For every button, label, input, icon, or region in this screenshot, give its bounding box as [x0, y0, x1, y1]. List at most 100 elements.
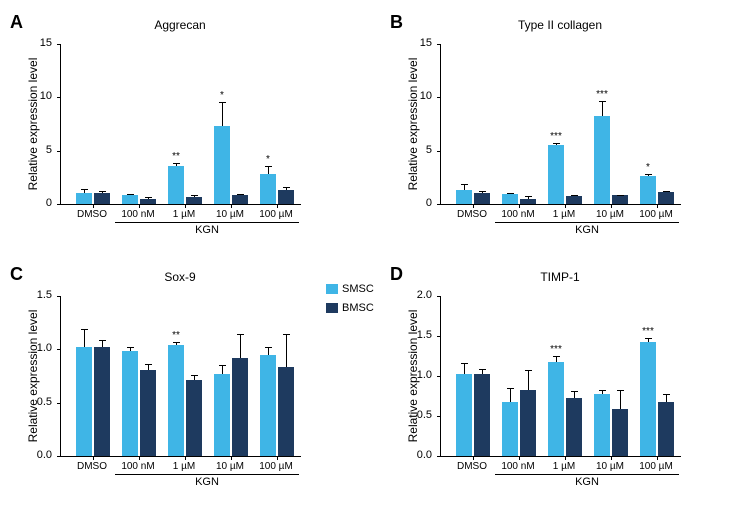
- errorbar-bmsc: [666, 394, 667, 401]
- bar-bmsc: [474, 374, 490, 456]
- x-tick-label: DMSO: [68, 461, 116, 472]
- x-tick: [231, 456, 232, 460]
- y-tick: [57, 44, 61, 45]
- errorbar-cap: [479, 369, 486, 370]
- bar-bmsc: [658, 192, 674, 204]
- legend-swatch: [326, 303, 338, 313]
- kgn-label: KGN: [501, 224, 673, 236]
- errorbar-smsc: [222, 365, 223, 374]
- errorbar-cap: [99, 340, 106, 341]
- x-tick-label: 10 µM: [206, 461, 254, 472]
- significance-marker: ***: [636, 326, 660, 337]
- x-tick: [611, 456, 612, 460]
- errorbar-smsc: [464, 363, 465, 374]
- bar-smsc: [76, 347, 92, 456]
- bar-bmsc: [94, 347, 110, 456]
- plot-area: ****: [60, 44, 301, 205]
- legend-item-bmsc: BMSC: [326, 299, 374, 317]
- bar-bmsc: [566, 398, 582, 456]
- significance-marker: ***: [590, 89, 614, 100]
- x-tick-label: DMSO: [448, 209, 496, 220]
- errorbar-cap: [507, 388, 514, 389]
- legend-swatch: [326, 284, 338, 294]
- bar-bmsc: [140, 199, 156, 204]
- legend-label: SMSC: [342, 283, 374, 295]
- y-tick-label: 0.0: [10, 449, 52, 461]
- errorbar-bmsc: [620, 390, 621, 408]
- y-tick: [57, 403, 61, 404]
- bar-bmsc: [658, 402, 674, 456]
- errorbar-smsc: [268, 347, 269, 354]
- errorbar-cap: [461, 363, 468, 364]
- kgn-bracket: [115, 474, 299, 475]
- plot-area: *******: [440, 44, 681, 205]
- errorbar-cap: [173, 342, 180, 343]
- x-tick: [139, 456, 140, 460]
- errorbar-smsc: [222, 102, 223, 127]
- x-tick-label: 1 µM: [540, 461, 588, 472]
- legend-item-smsc: SMSC: [326, 280, 374, 298]
- errorbar-cap: [237, 334, 244, 335]
- bar-smsc: [502, 402, 518, 456]
- x-tick: [473, 204, 474, 208]
- bar-smsc: [548, 145, 564, 204]
- x-tick: [657, 204, 658, 208]
- y-tick-label: 1.0: [10, 342, 52, 354]
- panel-label: A: [10, 12, 23, 33]
- x-tick: [277, 456, 278, 460]
- errorbar-cap: [219, 102, 226, 103]
- bar-bmsc: [520, 390, 536, 456]
- errorbar-cap: [265, 166, 272, 167]
- x-tick-label: 10 µM: [586, 209, 634, 220]
- y-tick: [437, 44, 441, 45]
- x-tick-label: 1 µM: [160, 209, 208, 220]
- bar-bmsc: [232, 358, 248, 456]
- errorbar-cap: [599, 390, 606, 391]
- x-tick: [519, 204, 520, 208]
- significance-marker: ***: [544, 344, 568, 355]
- kgn-label: KGN: [121, 224, 293, 236]
- errorbar-cap: [81, 329, 88, 330]
- y-tick-label: 0.5: [390, 409, 432, 421]
- y-tick: [57, 97, 61, 98]
- x-tick: [473, 456, 474, 460]
- errorbar-bmsc: [102, 340, 103, 347]
- y-tick: [57, 296, 61, 297]
- x-tick: [277, 204, 278, 208]
- errorbar-cap: [283, 334, 290, 335]
- chart-title: Type II collagen: [440, 18, 680, 32]
- errorbar-cap: [99, 191, 106, 192]
- panel-label: B: [390, 12, 403, 33]
- x-tick: [565, 456, 566, 460]
- x-tick: [231, 204, 232, 208]
- significance-marker: *: [636, 162, 660, 173]
- bar-smsc: [122, 195, 138, 204]
- chart-title: Aggrecan: [60, 18, 300, 32]
- panel-A: AAggrecanRelative expression level****05…: [10, 8, 310, 238]
- errorbar-smsc: [602, 101, 603, 116]
- bar-bmsc: [186, 197, 202, 204]
- x-tick-label: 1 µM: [160, 461, 208, 472]
- errorbar-cap: [617, 195, 624, 196]
- bar-bmsc: [232, 195, 248, 204]
- errorbar-bmsc: [528, 370, 529, 390]
- errorbar-smsc: [268, 166, 269, 173]
- plot-area: *** ***: [440, 296, 681, 457]
- x-tick-label: 100 nM: [114, 461, 162, 472]
- errorbar-cap: [525, 196, 532, 197]
- panel-C: CSox-9Relative expression level**0.00.51…: [10, 260, 310, 490]
- chart-title: TIMP-1: [440, 270, 680, 284]
- errorbar-cap: [219, 365, 226, 366]
- y-tick: [437, 204, 441, 205]
- errorbar-cap: [191, 375, 198, 376]
- y-tick: [437, 416, 441, 417]
- errorbar-cap: [599, 101, 606, 102]
- bar-smsc: [122, 351, 138, 456]
- x-tick-label: 100 nM: [114, 209, 162, 220]
- y-tick: [437, 336, 441, 337]
- x-tick: [519, 456, 520, 460]
- bar-bmsc: [278, 367, 294, 456]
- y-tick-label: 1.5: [390, 329, 432, 341]
- x-tick-label: DMSO: [68, 209, 116, 220]
- y-tick: [57, 204, 61, 205]
